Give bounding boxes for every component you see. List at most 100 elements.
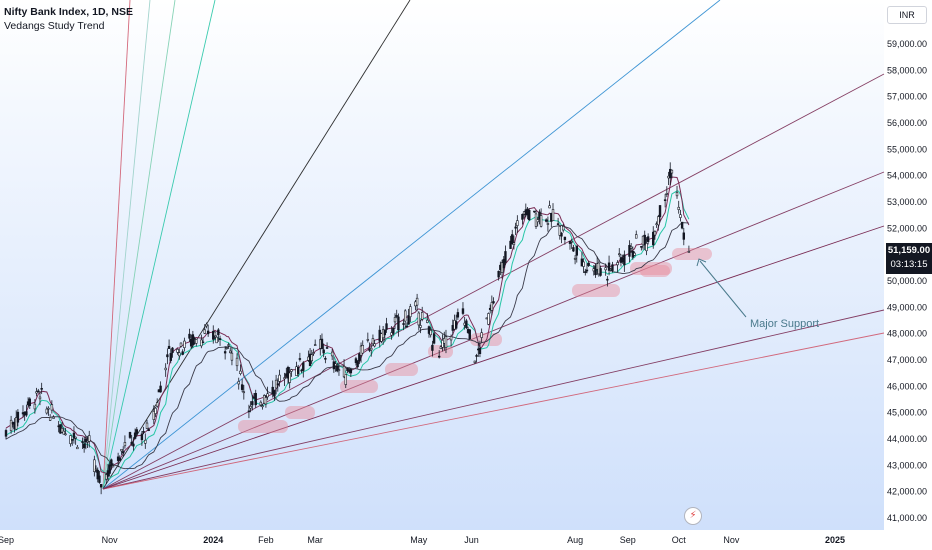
candle-body — [14, 417, 18, 430]
candle-body — [290, 369, 293, 372]
candle-body — [144, 439, 147, 444]
price-tick-label: 53,000.00 — [887, 197, 927, 207]
fan-line — [102, 171, 885, 490]
candle-body — [640, 246, 643, 248]
candle-body — [358, 353, 361, 361]
candle-body — [110, 459, 113, 467]
candle-body — [431, 344, 434, 351]
candle-body — [206, 330, 210, 335]
candle-body — [677, 206, 680, 210]
candle-body — [429, 330, 432, 336]
candle-body — [122, 451, 125, 454]
candle-body — [504, 251, 507, 263]
candle-body — [497, 270, 500, 278]
candle-body — [82, 443, 86, 449]
candle-body — [213, 331, 217, 337]
candle-body — [37, 390, 40, 393]
candle-body — [456, 312, 460, 318]
candle-body — [349, 369, 353, 374]
candle-body — [298, 358, 302, 360]
candle-body — [426, 319, 429, 323]
candle-body — [84, 438, 88, 443]
candle-body — [645, 243, 648, 252]
candle-body — [145, 422, 149, 429]
price-tick-label: 56,000.00 — [887, 118, 927, 128]
flash-icon[interactable]: ⚡ — [684, 507, 702, 525]
candle-body — [266, 393, 269, 398]
candle-body — [653, 231, 657, 236]
candle-body — [570, 240, 573, 243]
annotation-arrow — [699, 260, 747, 318]
candle-body — [573, 257, 577, 260]
candle-body — [546, 223, 550, 225]
last-price-label: 51,159.00 03:13:15 — [886, 243, 932, 274]
candle-body — [62, 430, 65, 435]
candle-body — [584, 271, 587, 273]
candle-body — [215, 336, 218, 344]
candle-body — [548, 205, 551, 209]
candle-body — [81, 441, 84, 443]
time-tick-label: 2024 — [203, 535, 223, 545]
candle-body — [171, 347, 174, 353]
candle-body — [628, 245, 631, 257]
candle-body — [167, 345, 171, 349]
candle-body — [490, 302, 494, 311]
candle-body — [658, 205, 662, 218]
chart-legend[interactable]: Nifty Bank Index, 1D, NSE Vedangs Study … — [4, 5, 133, 33]
candle-body — [9, 419, 13, 432]
candle-body — [273, 390, 276, 397]
candle-body — [99, 484, 103, 488]
candle-body — [48, 417, 52, 421]
candle-body — [50, 404, 54, 411]
candle-body — [120, 449, 123, 452]
candle-body — [511, 234, 514, 245]
candle-body — [193, 337, 196, 340]
candle-body — [60, 427, 64, 433]
candle-body — [432, 333, 436, 344]
candle-body — [223, 351, 227, 354]
major-support-annotation: Major Support — [750, 318, 820, 330]
candle-body — [178, 352, 181, 357]
candle-body — [670, 169, 674, 174]
candle-body — [334, 363, 337, 367]
candle-body — [118, 457, 122, 461]
price-tick-label: 43,000.00 — [887, 460, 927, 470]
candle-body — [261, 405, 264, 408]
indicator-name[interactable]: Vedangs Study Trend — [4, 20, 105, 32]
candle-body — [356, 360, 359, 368]
candle-body — [454, 321, 458, 329]
support-zone — [238, 420, 288, 433]
candle-body — [643, 234, 646, 246]
candle-body — [669, 168, 672, 179]
candle-body — [342, 365, 346, 378]
fan-line — [102, 0, 131, 490]
time-axis[interactable] — [0, 530, 932, 550]
plot-area[interactable] — [0, 0, 884, 530]
fan-line — [102, 0, 216, 490]
candle-body — [657, 216, 660, 226]
candle-body — [599, 268, 602, 276]
candle-body — [159, 385, 162, 393]
candle-body — [154, 407, 157, 414]
candle-body — [288, 372, 291, 383]
candle-body — [397, 316, 400, 331]
candle-body — [575, 245, 578, 256]
candle-body — [468, 329, 471, 340]
candle-body — [227, 344, 230, 346]
currency-button[interactable]: INR — [887, 6, 927, 24]
fan-line — [102, 332, 885, 490]
candle-body — [201, 341, 205, 344]
candle-body — [330, 351, 334, 357]
candle-body — [64, 433, 67, 436]
symbol-title[interactable]: Nifty Bank Index, 1D, NSE — [4, 6, 133, 18]
candle-body — [164, 367, 167, 371]
price-tick-label: 45,000.00 — [887, 408, 927, 418]
candle-body — [38, 396, 42, 400]
candle-body — [264, 397, 268, 405]
candle-body — [366, 339, 370, 341]
candle-body — [128, 432, 132, 438]
candle-body — [402, 323, 405, 325]
time-axis-ticks: Sep Nov 2024 Feb Mar May Jun Aug Sep Oct Nov 2025 — [0, 535, 845, 545]
candle-body — [142, 431, 145, 433]
candle-body — [361, 345, 364, 354]
